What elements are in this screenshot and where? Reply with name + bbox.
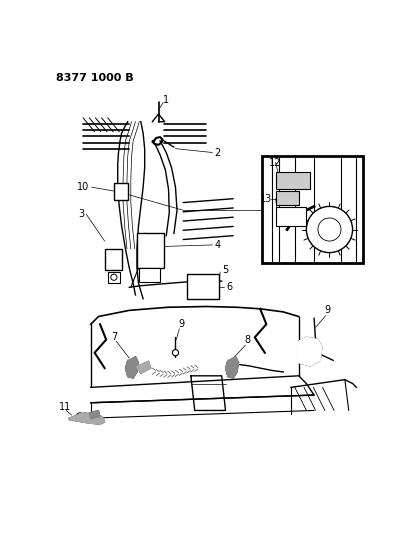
Text: 8: 8 xyxy=(244,335,250,345)
Text: 9: 9 xyxy=(324,305,330,316)
Bar xyxy=(108,272,120,282)
Bar xyxy=(275,191,298,205)
Circle shape xyxy=(306,206,352,253)
Circle shape xyxy=(76,413,83,421)
Bar xyxy=(275,172,310,189)
Bar xyxy=(114,183,128,200)
Text: 2: 2 xyxy=(214,148,220,158)
Bar xyxy=(275,207,306,227)
Text: 7: 7 xyxy=(110,332,117,342)
Polygon shape xyxy=(69,413,104,424)
Polygon shape xyxy=(125,357,138,378)
Text: 3: 3 xyxy=(78,209,84,219)
Text: 10: 10 xyxy=(77,182,89,192)
Bar xyxy=(261,156,362,263)
Circle shape xyxy=(172,350,178,356)
Bar xyxy=(187,274,219,299)
Polygon shape xyxy=(225,357,238,378)
Text: 12: 12 xyxy=(269,158,281,167)
Text: 8377 1000 B: 8377 1000 B xyxy=(56,73,133,83)
Text: 1: 1 xyxy=(163,95,169,105)
Text: 9: 9 xyxy=(178,319,184,329)
Text: 6: 6 xyxy=(226,282,232,292)
Text: 4: 4 xyxy=(214,240,220,250)
Circle shape xyxy=(317,218,340,241)
Text: 5: 5 xyxy=(222,265,228,276)
Polygon shape xyxy=(89,410,100,419)
Circle shape xyxy=(110,274,117,280)
Text: 13: 13 xyxy=(260,193,272,204)
Text: 11: 11 xyxy=(59,401,71,411)
Bar xyxy=(104,249,121,270)
Bar xyxy=(137,233,164,268)
Polygon shape xyxy=(137,361,151,374)
Bar xyxy=(138,268,160,282)
Polygon shape xyxy=(298,337,321,366)
